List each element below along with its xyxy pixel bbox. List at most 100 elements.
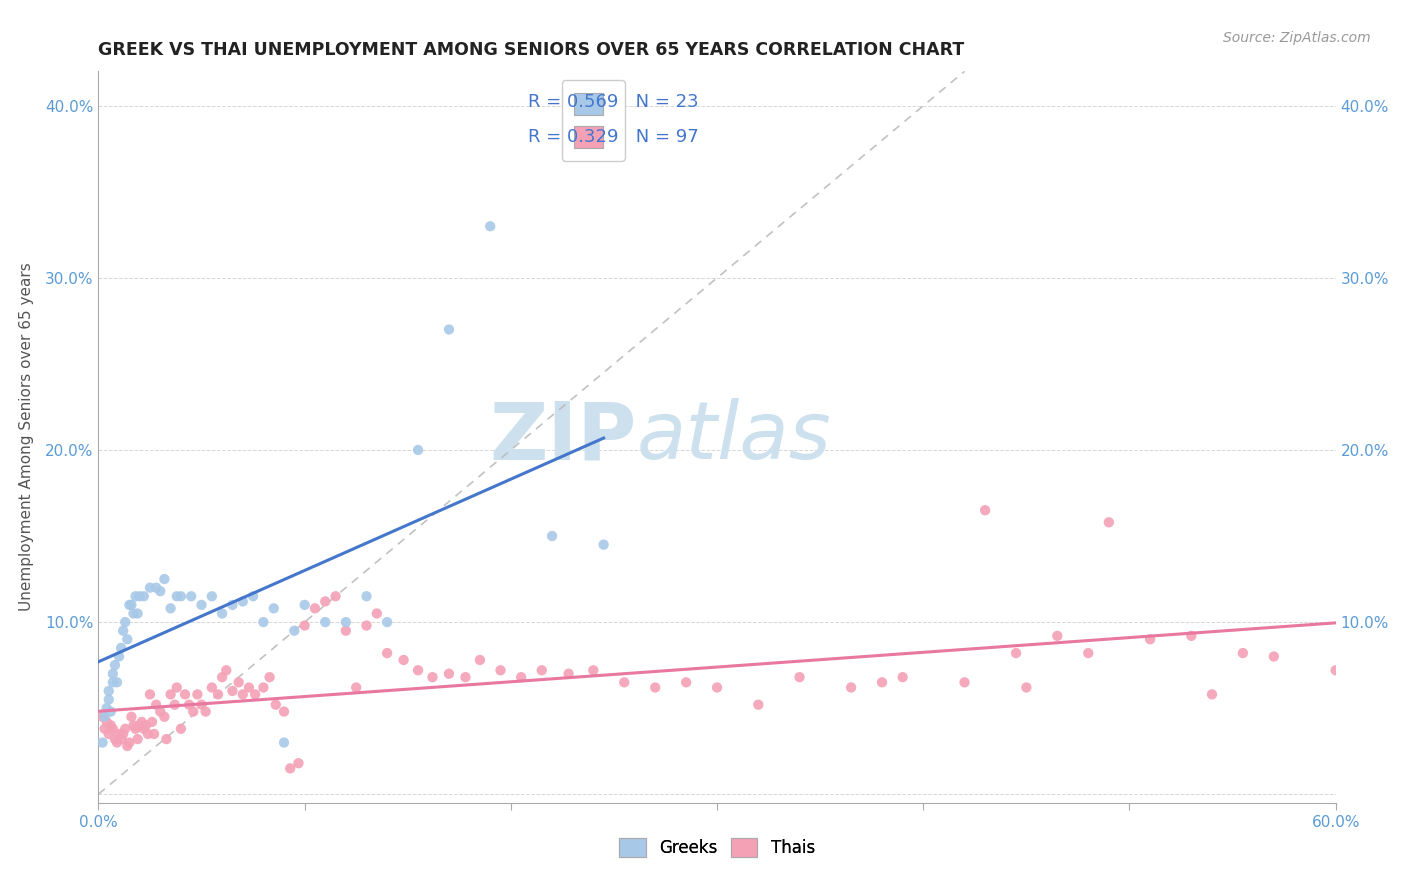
Point	[132, 589, 155, 603]
Point	[278, 761, 301, 775]
Point	[170, 589, 193, 603]
Point	[139, 581, 162, 595]
Point	[149, 705, 172, 719]
Point	[422, 670, 444, 684]
Text: Source: ZipAtlas.com: Source: ZipAtlas.com	[1223, 31, 1371, 45]
Point	[159, 687, 181, 701]
Point	[91, 735, 114, 749]
Point	[104, 732, 127, 747]
Point	[179, 698, 201, 712]
Point	[1005, 646, 1028, 660]
Text: GREEK VS THAI UNEMPLOYMENT AMONG SENIORS OVER 65 YEARS CORRELATION CHART: GREEK VS THAI UNEMPLOYMENT AMONG SENIORS…	[98, 41, 965, 59]
Point	[238, 681, 260, 695]
Point	[294, 598, 316, 612]
Point	[124, 589, 146, 603]
Point	[392, 653, 415, 667]
Point	[145, 581, 167, 595]
Point	[194, 705, 217, 719]
Point	[211, 670, 233, 684]
Y-axis label: Unemployment Among Seniors over 65 years: Unemployment Among Seniors over 65 years	[18, 263, 34, 611]
Point	[273, 705, 295, 719]
Point	[100, 718, 122, 732]
Point	[232, 687, 254, 701]
Point	[264, 698, 287, 712]
Point	[283, 624, 305, 638]
Point	[110, 732, 132, 747]
Point	[190, 598, 212, 612]
Point	[132, 722, 155, 736]
Point	[105, 675, 128, 690]
Legend: Greeks, Thais: Greeks, Thais	[613, 831, 821, 864]
Point	[145, 698, 167, 712]
Point	[108, 727, 131, 741]
Point	[101, 675, 124, 690]
Point	[541, 529, 564, 543]
Point	[100, 705, 122, 719]
Point	[128, 718, 150, 732]
Point	[96, 701, 118, 715]
Point	[105, 735, 128, 749]
Text: ZIP: ZIP	[489, 398, 637, 476]
Point	[263, 601, 285, 615]
Point	[314, 594, 336, 608]
Point	[153, 572, 176, 586]
Point	[97, 727, 120, 741]
Point	[747, 698, 769, 712]
Text: R = 0.569   N = 23: R = 0.569 N = 23	[527, 93, 699, 112]
Point	[1139, 632, 1161, 647]
Point	[127, 732, 149, 747]
Point	[166, 589, 188, 603]
Point	[153, 710, 176, 724]
Point	[190, 698, 212, 712]
Point	[139, 687, 162, 701]
Point	[104, 658, 127, 673]
Point	[186, 687, 208, 701]
Point	[468, 653, 491, 667]
Point	[174, 687, 197, 701]
Point	[582, 663, 605, 677]
Point	[1201, 687, 1223, 701]
Point	[128, 589, 150, 603]
Point	[706, 681, 728, 695]
Point	[252, 615, 274, 629]
Point	[489, 663, 512, 677]
Point	[613, 675, 636, 690]
Point	[118, 735, 141, 749]
Point	[1077, 646, 1099, 660]
Point	[136, 727, 159, 741]
Point	[141, 714, 163, 729]
Point	[122, 607, 145, 621]
Point	[221, 598, 243, 612]
Point	[1098, 516, 1121, 530]
Point	[344, 681, 367, 695]
Point	[644, 681, 666, 695]
Point	[304, 601, 326, 615]
Point	[112, 727, 135, 741]
Text: atlas: atlas	[637, 398, 831, 476]
Point	[510, 670, 533, 684]
Point	[375, 646, 398, 660]
Point	[110, 640, 132, 655]
Point	[366, 607, 388, 621]
Point	[101, 666, 124, 681]
Point	[101, 722, 124, 736]
Point	[170, 722, 193, 736]
Point	[1015, 681, 1038, 695]
Point	[122, 718, 145, 732]
Point	[181, 705, 204, 719]
Point	[437, 322, 460, 336]
Point	[201, 681, 224, 695]
Point	[159, 601, 181, 615]
Point	[375, 615, 398, 629]
Point	[1263, 649, 1285, 664]
Point	[406, 663, 429, 677]
Point	[96, 714, 118, 729]
Point	[120, 710, 142, 724]
Point	[97, 684, 120, 698]
Point	[149, 584, 172, 599]
Point	[454, 670, 477, 684]
Point	[112, 624, 135, 638]
Point	[155, 732, 177, 747]
Point	[215, 663, 238, 677]
Point	[356, 618, 378, 632]
